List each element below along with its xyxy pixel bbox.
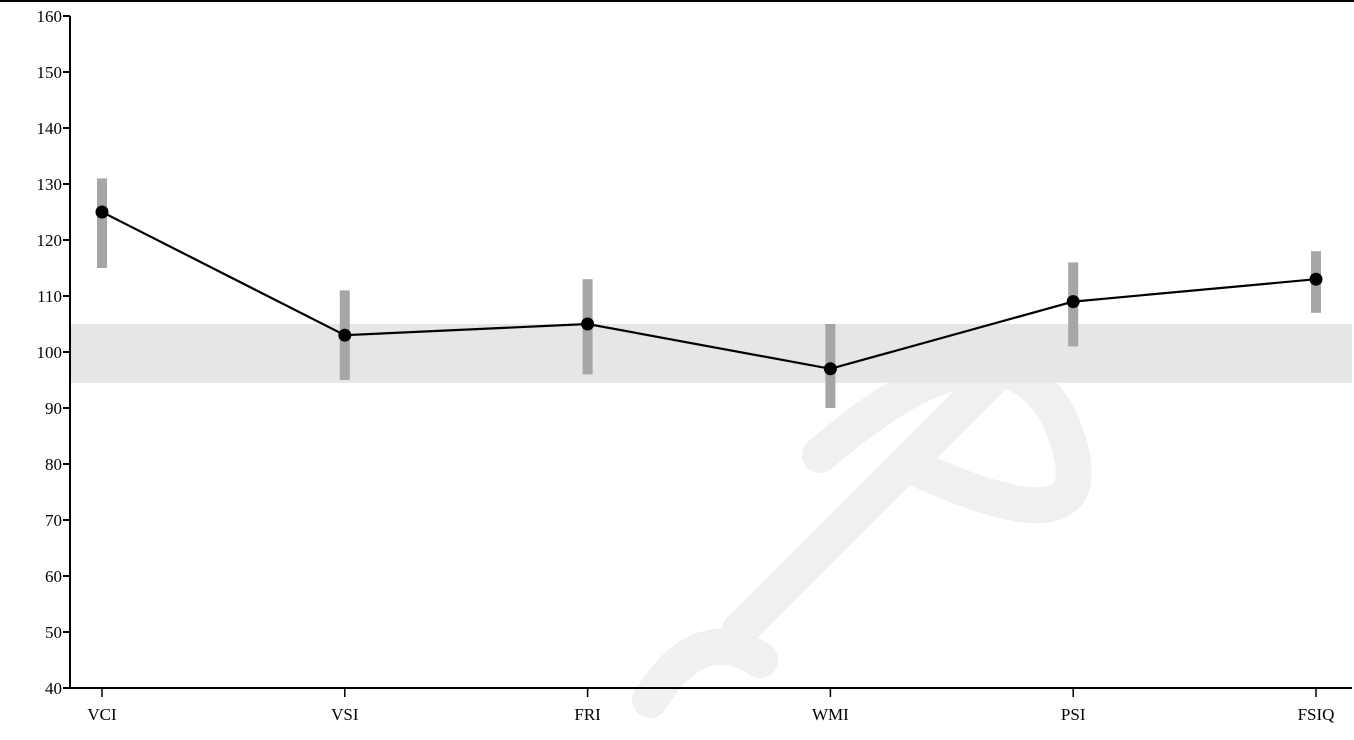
series-line	[101, 211, 1317, 370]
y-tick-label: 50	[45, 623, 62, 642]
x-tick-label: FRI	[574, 705, 601, 724]
y-tick-label: 60	[45, 567, 62, 586]
y-tick-label: 40	[45, 679, 62, 698]
confidence-interval-bar	[97, 178, 107, 268]
x-tick-label: PSI	[1061, 705, 1086, 724]
data-point	[1309, 272, 1323, 286]
data-point	[1066, 295, 1080, 309]
watermark-stroke	[802, 349, 1092, 524]
x-tick-label: WMI	[812, 705, 849, 724]
y-tick-label: 80	[45, 455, 62, 474]
y-tick-label: 130	[37, 175, 63, 194]
data-point	[823, 362, 837, 376]
x-tick-label: VSI	[331, 705, 359, 724]
y-tick-label: 120	[37, 231, 63, 250]
watermark-stroke	[722, 362, 1008, 648]
watermark-stroke	[632, 628, 778, 718]
y-tick-label: 140	[37, 119, 63, 138]
data-point	[581, 317, 595, 331]
series-layer	[95, 205, 1323, 376]
y-tick-label: 160	[37, 7, 63, 26]
y-tick-label: 70	[45, 511, 62, 530]
y-tick-label: 110	[37, 287, 62, 306]
data-point	[338, 328, 352, 342]
data-point	[95, 205, 109, 219]
y-axis: 40 50 60 70 80 90 100 110 120 130 140 150 160	[37, 7, 71, 698]
x-tick-label: FSIQ	[1298, 705, 1335, 724]
y-tick-label: 150	[37, 63, 63, 82]
watermark	[632, 349, 1092, 718]
y-tick-label: 90	[45, 399, 62, 418]
x-tick-label: VCI	[87, 705, 117, 724]
x-axis: VCI VSI FRI WMI PSI FSIQ	[69, 687, 1352, 724]
average-range-band	[70, 324, 1352, 383]
y-tick-label: 100	[37, 343, 63, 362]
